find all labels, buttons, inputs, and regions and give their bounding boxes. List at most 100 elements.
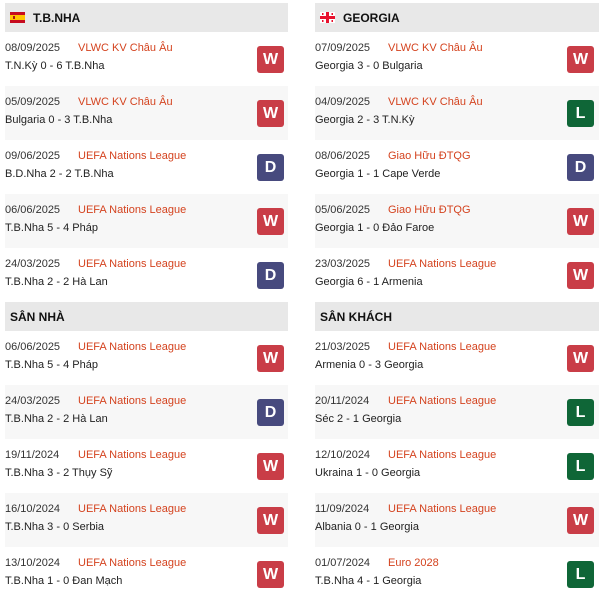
match-date: 12/10/2024: [315, 449, 371, 461]
match-row[interactable]: 16/10/2024 UEFA Nations League T.B.Nha 3 -…: [5, 493, 288, 547]
competition-link[interactable]: UEFA Nations League: [388, 258, 497, 270]
competition-link[interactable]: UEFA Nations League: [78, 204, 187, 216]
match-score: Georgia 1 - 0 Đảo Faroe: [315, 222, 435, 234]
competition-link[interactable]: UEFA Nations League: [78, 557, 187, 569]
result-badge: D: [257, 399, 284, 426]
match-date: 06/06/2025: [5, 204, 61, 216]
result-badge: W: [257, 453, 284, 480]
match-row[interactable]: 21/03/2025 UEFA Nations League Armenia 0 -…: [315, 331, 599, 385]
match-row[interactable]: 12/10/2024 UEFA Nations League Ukraina 1 -…: [315, 439, 599, 493]
competition-link[interactable]: VLWC KV Châu Âu: [388, 96, 483, 108]
match-row[interactable]: 24/03/2025 UEFA Nations League T.B.Nha 2 -…: [5, 248, 288, 302]
competition-link[interactable]: UEFA Nations League: [78, 258, 187, 270]
match-date: 24/03/2025: [5, 258, 61, 270]
section-header: SÂN NHÀ: [5, 302, 288, 331]
result-badge: W: [567, 46, 594, 73]
competition-link[interactable]: UEFA Nations League: [388, 395, 497, 407]
team-header: T.B.NHA: [5, 3, 288, 32]
match-score: Ukraina 1 - 0 Georgia: [315, 467, 421, 479]
result-badge: W: [257, 46, 284, 73]
match-row[interactable]: 20/11/2024 UEFA Nations League Séc 2 - 1 G…: [315, 385, 599, 439]
competition-link[interactable]: Euro 2028: [388, 557, 439, 569]
match-date: 08/09/2025: [5, 42, 61, 54]
section-title: SÂN NHÀ: [10, 309, 65, 324]
match-row[interactable]: 07/09/2025 VLWC KV Châu Âu Georgia 3 - 0 B…: [315, 32, 599, 86]
match-date: 04/09/2025: [315, 96, 371, 108]
away-matches: 21/03/2025 UEFA Nations League Armenia 0 -…: [315, 331, 599, 601]
competition-link[interactable]: UEFA Nations League: [78, 395, 187, 407]
match-score: T.B.Nha 2 - 2 Hà Lan: [5, 276, 108, 288]
result-badge: W: [257, 208, 284, 235]
result-badge: W: [567, 208, 594, 235]
result-badge: W: [567, 507, 594, 534]
match-score: T.B.Nha 1 - 0 Đan Mạch: [5, 575, 123, 587]
match-score: Séc 2 - 1 Georgia: [315, 413, 402, 425]
competition-link[interactable]: VLWC KV Châu Âu: [388, 42, 483, 54]
match-score: T.B.Nha 2 - 2 Hà Lan: [5, 413, 108, 425]
match-score: Georgia 1 - 1 Cape Verde: [315, 168, 441, 180]
match-score: T.B.Nha 5 - 4 Pháp: [5, 359, 98, 371]
match-row[interactable]: 24/03/2025 UEFA Nations League T.B.Nha 2 -…: [5, 385, 288, 439]
match-date: 13/10/2024: [5, 557, 61, 569]
home-matches: 06/06/2025 UEFA Nations League T.B.Nha 5 -…: [5, 331, 288, 601]
match-date: 20/11/2024: [315, 395, 370, 407]
match-score: Armenia 0 - 3 Georgia: [315, 359, 424, 371]
competition-link[interactable]: Giao Hữu ĐTQG: [388, 150, 471, 162]
match-row[interactable]: 06/06/2025 UEFA Nations League T.B.Nha 5 -…: [5, 194, 288, 248]
match-row[interactable]: 13/10/2024 UEFA Nations League T.B.Nha 1 -…: [5, 547, 288, 601]
team-name: GEORGIA: [343, 10, 400, 25]
match-row[interactable]: 06/06/2025 UEFA Nations League T.B.Nha 5 -…: [5, 331, 288, 385]
match-score: Georgia 3 - 0 Bulgaria: [315, 60, 423, 72]
result-badge: W: [257, 507, 284, 534]
competition-link[interactable]: UEFA Nations League: [78, 150, 187, 162]
result-badge: L: [567, 399, 594, 426]
section-title: SÂN KHÁCH: [320, 309, 392, 324]
competition-link[interactable]: UEFA Nations League: [388, 503, 497, 515]
competition-link[interactable]: UEFA Nations League: [78, 503, 187, 515]
match-date: 06/06/2025: [5, 341, 61, 353]
match-row[interactable]: 05/06/2025 Giao Hữu ĐTQG Georgia 1 - 0 Đảo…: [315, 194, 599, 248]
match-score: Bulgaria 0 - 3 T.B.Nha: [5, 114, 113, 126]
competition-link[interactable]: UEFA Nations League: [78, 341, 187, 353]
competition-link[interactable]: UEFA Nations League: [78, 449, 187, 461]
match-row[interactable]: 04/09/2025 VLWC KV Châu Âu Georgia 2 - 3 T…: [315, 86, 599, 140]
spain-flag-icon: [10, 12, 25, 23]
match-date: 01/07/2024: [315, 557, 371, 569]
match-row[interactable]: 08/06/2025 Giao Hữu ĐTQG Georgia 1 - 1 Cap…: [315, 140, 599, 194]
match-row[interactable]: 05/09/2025 VLWC KV Châu Âu Bulgaria 0 - 3 …: [5, 86, 288, 140]
competition-link[interactable]: VLWC KV Châu Âu: [78, 42, 173, 54]
match-score: T.B.Nha 3 - 2 Thụy Sỹ: [5, 467, 113, 479]
spain-column: T.B.NHA 08/09/2025 VLWC KV Châu Âu T.N.Kỳ …: [5, 3, 288, 601]
section-header: SÂN KHÁCH: [315, 302, 599, 331]
match-row[interactable]: 08/09/2025 VLWC KV Châu Âu T.N.Kỳ 0 - 6 T.…: [5, 32, 288, 86]
georgia-flag-icon: [320, 12, 335, 23]
match-row[interactable]: 11/09/2024 UEFA Nations League Albania 0 -…: [315, 493, 599, 547]
match-date: 16/10/2024: [5, 503, 61, 515]
competition-link[interactable]: UEFA Nations League: [388, 341, 497, 353]
match-row[interactable]: 23/03/2025 UEFA Nations League Georgia 6 -…: [315, 248, 599, 302]
match-score: T.B.Nha 5 - 4 Pháp: [5, 222, 98, 234]
result-badge: W: [567, 345, 594, 372]
result-badge: D: [257, 154, 284, 181]
match-date: 19/11/2024: [5, 449, 60, 461]
georgia-column: GEORGIA 07/09/2025 VLWC KV Châu Âu Georgia…: [315, 3, 599, 601]
match-row[interactable]: 09/06/2025 UEFA Nations League B.D.Nha 2 -…: [5, 140, 288, 194]
match-date: 21/03/2025: [315, 341, 371, 353]
match-row[interactable]: 19/11/2024 UEFA Nations League T.B.Nha 3 -…: [5, 439, 288, 493]
result-badge: D: [257, 262, 284, 289]
result-badge: W: [257, 561, 284, 588]
match-score: T.B.Nha 4 - 1 Georgia: [315, 575, 422, 587]
competition-link[interactable]: UEFA Nations League: [388, 449, 497, 461]
recent-matches: 08/09/2025 VLWC KV Châu Âu T.N.Kỳ 0 - 6 T.…: [5, 32, 288, 302]
recent-matches: 07/09/2025 VLWC KV Châu Âu Georgia 3 - 0 B…: [315, 32, 599, 302]
match-date: 05/06/2025: [315, 204, 371, 216]
result-badge: L: [567, 100, 594, 127]
match-date: 08/06/2025: [315, 150, 371, 162]
team-name: T.B.NHA: [33, 10, 81, 25]
match-score: T.B.Nha 3 - 0 Serbia: [5, 521, 105, 533]
match-row[interactable]: 01/07/2024 Euro 2028 T.B.Nha 4 - 1 Georgia…: [315, 547, 599, 601]
result-badge: D: [567, 154, 594, 181]
match-score: B.D.Nha 2 - 2 T.B.Nha: [5, 168, 114, 180]
competition-link[interactable]: VLWC KV Châu Âu: [78, 96, 173, 108]
competition-link[interactable]: Giao Hữu ĐTQG: [388, 204, 471, 216]
